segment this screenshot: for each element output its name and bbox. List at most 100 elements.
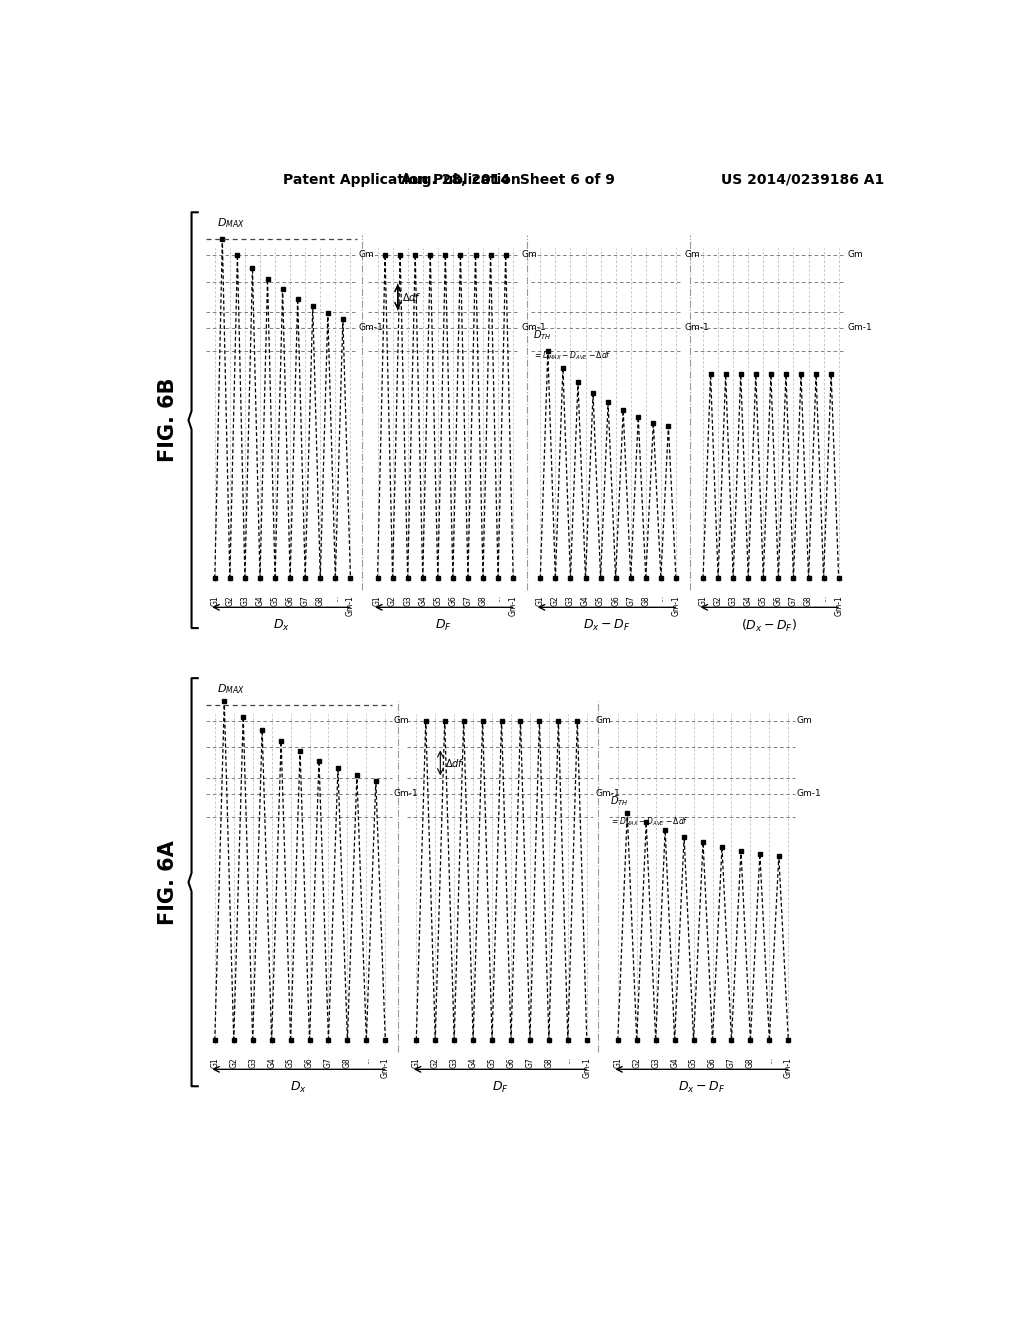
- Text: G3: G3: [729, 595, 737, 606]
- Text: G6: G6: [305, 1057, 314, 1068]
- Text: G2: G2: [229, 1057, 239, 1068]
- Text: ...: ...: [361, 1057, 371, 1064]
- Text: Gm-1: Gm-1: [672, 595, 680, 615]
- Text: $D_x-D_F$: $D_x-D_F$: [583, 618, 630, 634]
- Text: G2: G2: [551, 595, 560, 606]
- Text: G1: G1: [373, 595, 382, 606]
- Text: G5: G5: [689, 1057, 698, 1068]
- Text: ...: ...: [563, 1057, 572, 1064]
- Text: Gm: Gm: [359, 251, 375, 259]
- Text: G1: G1: [613, 1057, 623, 1068]
- Text: G8: G8: [478, 595, 487, 606]
- Text: G6: G6: [286, 595, 295, 606]
- Text: Gm-1: Gm-1: [359, 323, 384, 333]
- Text: Gm: Gm: [797, 715, 813, 725]
- Text: ...: ...: [765, 1057, 774, 1064]
- Text: $=D_{MAX}-D_{AVE}-\Delta df$: $=D_{MAX}-D_{AVE}-\Delta df$: [610, 816, 689, 828]
- Text: $D_x-D_F$: $D_x-D_F$: [678, 1080, 725, 1096]
- Text: G5: G5: [270, 595, 280, 606]
- Text: Gm: Gm: [521, 251, 538, 259]
- Text: G2: G2: [225, 595, 234, 606]
- Text: Gm-1: Gm-1: [346, 595, 355, 615]
- Text: $\Delta df$: $\Delta df$: [445, 756, 465, 768]
- Text: Gm-1: Gm-1: [595, 789, 621, 799]
- Text: G8: G8: [641, 595, 650, 606]
- Text: US 2014/0239186 A1: US 2014/0239186 A1: [721, 173, 884, 187]
- Text: G5: G5: [596, 595, 605, 606]
- Text: $D_{MAX}$: $D_{MAX}$: [217, 216, 245, 230]
- Text: $D_{TH}$: $D_{TH}$: [532, 327, 551, 342]
- Text: ...: ...: [331, 595, 340, 602]
- Text: Gm-1: Gm-1: [394, 789, 419, 799]
- Text: G5: G5: [433, 595, 442, 606]
- Text: G8: G8: [545, 1057, 553, 1068]
- Text: G1: G1: [412, 1057, 421, 1068]
- Text: G7: G7: [464, 595, 472, 606]
- Text: G6: G6: [774, 595, 783, 606]
- Text: G3: G3: [566, 595, 574, 606]
- Text: G1: G1: [210, 595, 219, 606]
- Text: Gm: Gm: [684, 251, 700, 259]
- Text: G4: G4: [267, 1057, 276, 1068]
- Text: G2: G2: [714, 595, 723, 606]
- Text: G2: G2: [632, 1057, 641, 1068]
- Text: G8: G8: [343, 1057, 352, 1068]
- Text: G6: G6: [507, 1057, 515, 1068]
- Text: Gm: Gm: [394, 715, 410, 725]
- Text: ...: ...: [656, 595, 666, 602]
- Text: Gm-1: Gm-1: [783, 1057, 793, 1077]
- Text: $D_{MAX}$: $D_{MAX}$: [217, 682, 245, 696]
- Text: G5: G5: [759, 595, 768, 606]
- Text: Aug. 28, 2014  Sheet 6 of 9: Aug. 28, 2014 Sheet 6 of 9: [400, 173, 614, 187]
- Text: G7: G7: [301, 595, 309, 606]
- Text: FIG. 6A: FIG. 6A: [159, 840, 178, 924]
- Text: G7: G7: [788, 595, 798, 606]
- Text: G4: G4: [256, 595, 264, 606]
- Text: G3: G3: [248, 1057, 257, 1068]
- Text: G7: G7: [324, 1057, 333, 1068]
- Text: Gm-1: Gm-1: [847, 323, 872, 333]
- Text: G8: G8: [315, 595, 325, 606]
- Text: G7: G7: [727, 1057, 736, 1068]
- Text: $\Delta df$: $\Delta df$: [402, 290, 422, 304]
- Text: G8: G8: [804, 595, 813, 606]
- Text: G1: G1: [698, 595, 708, 606]
- Text: G5: G5: [487, 1057, 497, 1068]
- Text: Patent Application Publication: Patent Application Publication: [283, 173, 521, 187]
- Text: Gm-1: Gm-1: [381, 1057, 390, 1077]
- Text: G6: G6: [611, 595, 621, 606]
- Text: G3: G3: [450, 1057, 459, 1068]
- Text: Gm-1: Gm-1: [509, 595, 518, 615]
- Text: $(D_x-D_F)$: $(D_x-D_F)$: [741, 618, 798, 634]
- Text: G3: G3: [241, 595, 250, 606]
- Text: Gm-1: Gm-1: [583, 1057, 591, 1077]
- Text: G4: G4: [418, 595, 427, 606]
- Text: FIG. 6B: FIG. 6B: [159, 378, 178, 462]
- Text: $D_F$: $D_F$: [435, 618, 453, 634]
- Text: G4: G4: [581, 595, 590, 606]
- Text: G7: G7: [627, 595, 635, 606]
- Text: ...: ...: [819, 595, 828, 602]
- Text: G6: G6: [449, 595, 458, 606]
- Text: $D_{TH}$: $D_{TH}$: [610, 793, 629, 808]
- Text: G3: G3: [651, 1057, 660, 1068]
- Text: G7: G7: [525, 1057, 535, 1068]
- Text: $D_F$: $D_F$: [492, 1080, 508, 1096]
- Text: $D_x$: $D_x$: [272, 618, 290, 634]
- Text: G4: G4: [469, 1057, 477, 1068]
- Text: Gm-1: Gm-1: [684, 323, 710, 333]
- Text: Gm-1: Gm-1: [835, 595, 843, 615]
- Text: Gm-1: Gm-1: [521, 323, 547, 333]
- Text: G2: G2: [388, 595, 397, 606]
- Text: $=D_{MAX}-D_{AVE}-\Delta df$: $=D_{MAX}-D_{AVE}-\Delta df$: [532, 350, 611, 362]
- Text: Gm: Gm: [595, 715, 611, 725]
- Text: G4: G4: [670, 1057, 679, 1068]
- Text: G3: G3: [403, 595, 413, 606]
- Text: G6: G6: [708, 1057, 717, 1068]
- Text: Gm: Gm: [847, 251, 863, 259]
- Text: G1: G1: [210, 1057, 219, 1068]
- Text: G5: G5: [286, 1057, 295, 1068]
- Text: Gm-1: Gm-1: [797, 789, 821, 799]
- Text: $D_x$: $D_x$: [290, 1080, 307, 1096]
- Text: ...: ...: [494, 595, 503, 602]
